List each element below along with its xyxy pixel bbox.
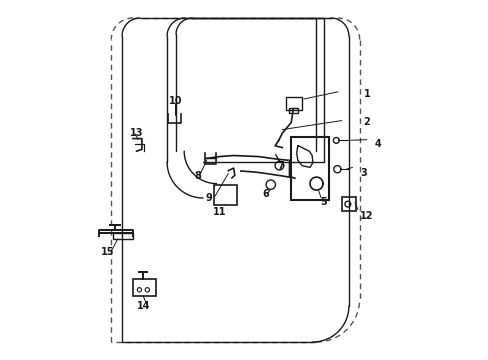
Text: 12: 12	[360, 211, 373, 221]
Bar	[288, 108, 297, 113]
Text: 4: 4	[373, 139, 380, 149]
Text: 1: 1	[363, 89, 369, 99]
Text: 11: 11	[212, 207, 225, 217]
Text: 9: 9	[204, 193, 211, 203]
Text: 14: 14	[137, 301, 150, 311]
Bar	[291, 137, 328, 200]
Bar	[213, 185, 237, 205]
Bar	[133, 279, 156, 296]
Text: 5: 5	[320, 197, 326, 207]
Text: 2: 2	[363, 117, 369, 127]
Text: 13: 13	[129, 128, 143, 138]
Text: 7: 7	[277, 161, 284, 171]
Text: 15: 15	[101, 247, 114, 257]
Text: 8: 8	[194, 171, 201, 181]
Text: 6: 6	[262, 189, 269, 199]
Bar	[285, 97, 302, 110]
Text: 3: 3	[359, 168, 366, 178]
Bar	[113, 233, 133, 239]
Text: 10: 10	[169, 96, 183, 106]
Bar	[341, 197, 355, 211]
